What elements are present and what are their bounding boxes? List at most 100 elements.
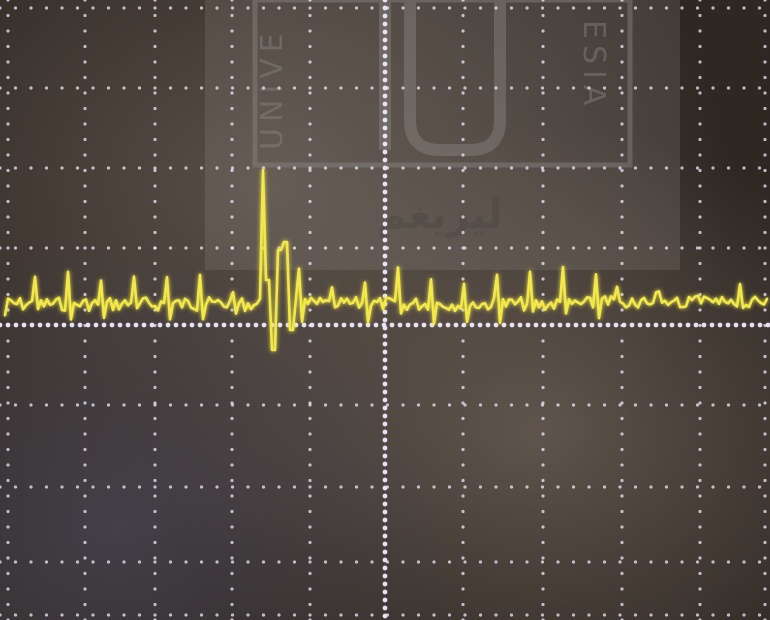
grid-dot <box>382 277 388 283</box>
grid-dot <box>541 91 545 95</box>
grid-dot <box>509 86 514 90</box>
grid-dot <box>122 246 126 250</box>
grid-dot <box>339 246 343 250</box>
grid-dot <box>6 385 10 390</box>
grid-dot <box>416 613 421 617</box>
grid-dot <box>308 370 312 374</box>
grid-dot <box>763 184 767 188</box>
grid-dot <box>382 597 388 603</box>
grid-dot <box>325 322 331 328</box>
grid-dot <box>461 463 465 467</box>
grid-dot <box>540 485 545 489</box>
grid-dot <box>698 261 702 266</box>
grid-dot <box>461 416 465 421</box>
grid-dot <box>91 6 95 10</box>
grid-dot <box>83 75 87 80</box>
grid-dot <box>742 403 746 407</box>
grid-dot <box>308 509 312 514</box>
grid-dot <box>308 0 312 2</box>
grid-dot <box>215 485 219 489</box>
grid-dot <box>153 6 157 10</box>
grid-dot <box>541 106 545 111</box>
grid-dot <box>695 246 700 250</box>
grid-dot <box>83 215 87 219</box>
grid-dot <box>317 322 323 328</box>
grid-dot <box>277 613 281 617</box>
grid-dot <box>83 509 87 514</box>
grid-dot <box>153 587 157 591</box>
grid-dot <box>461 75 465 80</box>
grid-dot <box>711 560 715 564</box>
grid-dot <box>230 485 235 489</box>
grid-dot <box>230 137 234 142</box>
grid-dot <box>6 556 10 560</box>
grid-dot <box>757 560 762 564</box>
grid-dot <box>83 401 87 405</box>
grid-dot <box>253 322 259 328</box>
grid-dot <box>44 246 49 250</box>
grid-dot <box>83 494 87 498</box>
grid-dot <box>370 166 374 170</box>
grid-dot <box>308 416 312 421</box>
grid-dot <box>649 246 653 250</box>
grid-dot <box>6 323 10 328</box>
grid-dot <box>323 86 328 90</box>
grid-dot <box>382 525 388 531</box>
grid-dot <box>153 0 157 2</box>
grid-dot <box>698 44 702 49</box>
grid-dot <box>339 613 343 617</box>
grid-dot <box>461 370 465 374</box>
grid-dot <box>230 494 234 498</box>
grid-dot <box>354 560 359 564</box>
grid-dot <box>6 246 10 250</box>
grid-dot <box>6 168 10 173</box>
grid-dot <box>13 485 18 489</box>
grid-dot <box>571 403 576 407</box>
grid-dot <box>501 322 507 328</box>
grid-dot <box>308 13 312 18</box>
grid-dot <box>602 246 607 250</box>
grid-dot <box>541 525 545 529</box>
grid-dot <box>153 416 157 421</box>
grid-dot <box>382 581 388 587</box>
grid-dot <box>199 86 204 90</box>
grid-dot <box>308 463 312 467</box>
grid-dot <box>91 166 95 170</box>
grid-dot <box>763 215 767 219</box>
grid-dot <box>541 75 545 80</box>
grid-dot <box>382 77 388 83</box>
grid-dot <box>540 86 545 90</box>
grid-dot <box>83 60 87 64</box>
grid-dot <box>620 60 624 64</box>
grid-dot <box>83 308 87 312</box>
grid-dot <box>354 6 359 10</box>
grid-dot <box>117 322 123 328</box>
grid-dot <box>292 613 297 617</box>
grid-dot <box>698 106 702 111</box>
grid-dot <box>382 205 388 211</box>
grid-dot <box>168 403 173 407</box>
grid-dot <box>323 246 328 250</box>
grid-dot <box>469 322 475 328</box>
grid-dot <box>749 322 755 328</box>
grid-dot <box>463 485 467 489</box>
grid-dot <box>680 560 684 564</box>
grid-dot <box>230 86 235 90</box>
grid-dot <box>323 166 328 170</box>
grid-dot <box>461 478 465 483</box>
grid-dot <box>680 485 684 489</box>
grid-dot <box>83 184 87 188</box>
grid-dot <box>83 587 87 591</box>
grid-dot <box>742 485 746 489</box>
grid-dot <box>382 389 388 395</box>
grid-dot <box>13 166 18 170</box>
grid-dot <box>125 322 131 328</box>
grid-dot <box>680 613 684 617</box>
grid-dot <box>509 246 514 250</box>
grid-dot <box>230 0 234 2</box>
grid-dot <box>461 494 465 498</box>
grid-dot <box>382 381 388 387</box>
grid-dot <box>680 86 684 90</box>
grid-dot <box>541 215 545 219</box>
